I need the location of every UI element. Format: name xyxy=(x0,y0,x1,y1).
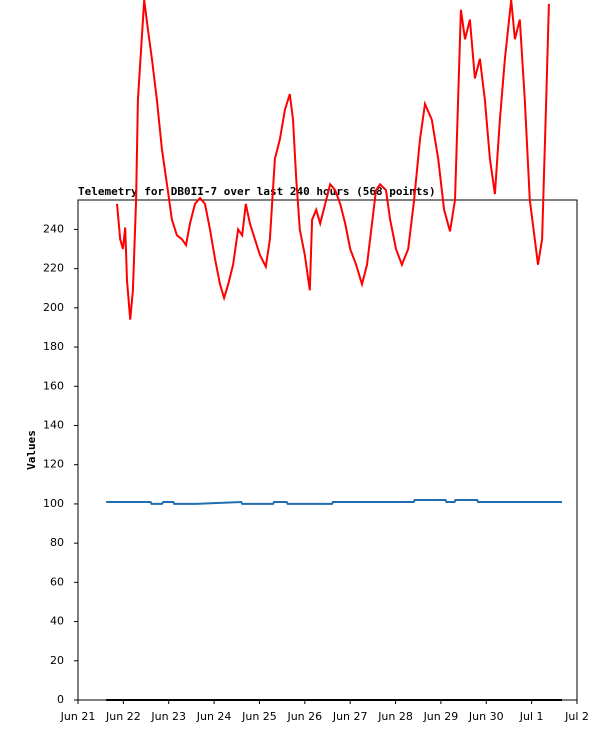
y-tick-label: 20 xyxy=(50,654,64,667)
y-tick-label: 220 xyxy=(43,262,64,275)
x-tick-label: Jun 22 xyxy=(105,710,141,723)
x-tick-label: Jun 24 xyxy=(196,710,232,723)
y-tick-label: 240 xyxy=(43,222,64,235)
y-tick-label: 80 xyxy=(50,536,64,549)
x-tick-label: Jun 28 xyxy=(377,710,413,723)
series-line xyxy=(106,499,562,505)
y-tick-label: 120 xyxy=(43,458,64,471)
y-axis-label: Values xyxy=(25,430,38,470)
y-tick-label: 100 xyxy=(43,497,64,510)
y-tick-label: 60 xyxy=(50,575,64,588)
x-tick-label: Jun 26 xyxy=(286,710,322,723)
y-tick-label: 140 xyxy=(43,418,64,431)
y-tick-label: 180 xyxy=(43,340,64,353)
x-tick-label: Jun 27 xyxy=(332,710,368,723)
x-tick-label: Jul 2 xyxy=(564,710,589,723)
x-tick-label: Jul 1 xyxy=(519,710,544,723)
x-tick-label: Jun 25 xyxy=(241,710,277,723)
series-line xyxy=(116,0,550,320)
y-tick-label: 40 xyxy=(50,615,64,628)
x-tick-label: Jun 30 xyxy=(468,710,504,723)
x-tick-label: Jun 29 xyxy=(423,710,459,723)
x-tick-label: Jun 21 xyxy=(60,710,96,723)
y-tick-label: 0 xyxy=(57,693,64,706)
plot-frame xyxy=(77,199,578,701)
y-tick-label: 160 xyxy=(43,379,64,392)
x-tick-label: Jun 23 xyxy=(150,710,186,723)
y-tick-label: 200 xyxy=(43,301,64,314)
